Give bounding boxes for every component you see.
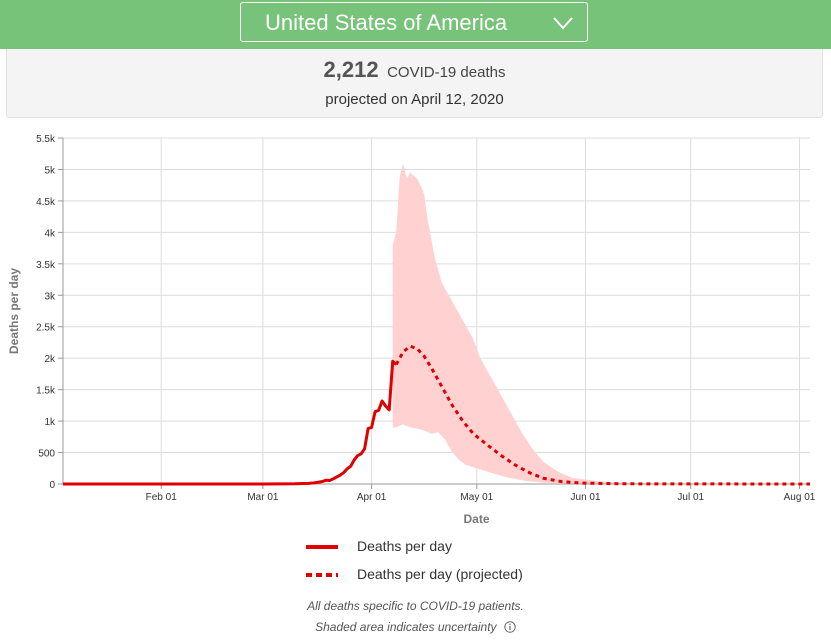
- note-uncertainty-text: Shaded area indicates uncertainty: [315, 620, 497, 634]
- y-tick-label: 2k: [44, 354, 56, 365]
- series-line-projected: [394, 344, 811, 486]
- y-tick-label: 4k: [44, 228, 56, 239]
- death-count-unit: COVID-19 deaths: [387, 64, 506, 81]
- chevron-down-icon: [553, 17, 573, 30]
- deaths-chart: 0 500 1k 1.5k 2k 2.5k 3k 3.5k 4k 4.5k 5k 5.5k Feb 01…: [7, 134, 816, 526]
- summary-box: 2,212 COVID-19 deaths projected on April…: [6, 49, 823, 118]
- x-tick-label: Mar 01: [247, 492, 279, 503]
- y-axis-title: Deaths per day: [7, 268, 21, 354]
- legend-dashed-line-swatch: [306, 573, 338, 577]
- x-tick-label: Jun 01: [571, 492, 601, 503]
- y-tick-label: 3k: [44, 291, 56, 302]
- note-line-2: Shaded area indicates uncertainty: [0, 620, 831, 634]
- y-tick-label: 2.5k: [36, 323, 56, 334]
- y-tick-label: 4.5k: [36, 197, 56, 208]
- country-dropdown-label: United States of America: [265, 10, 508, 35]
- death-count: 2,212: [323, 57, 379, 82]
- country-dropdown[interactable]: United States of America: [240, 2, 588, 42]
- projection-date: projected on April 12, 2020: [325, 91, 504, 108]
- y-tick-label: 5.5k: [36, 134, 56, 145]
- x-tick-label: Aug 01: [784, 492, 816, 503]
- x-tick-label: Apr 01: [357, 492, 387, 503]
- y-tick-label: 5k: [44, 165, 56, 176]
- top-bar: United States of America: [0, 0, 831, 49]
- chart-container: 0 500 1k 1.5k 2k 2.5k 3k 3.5k 4k 4.5k 5k 5.5k Feb 01…: [0, 125, 831, 535]
- uncertainty-band: [392, 163, 810, 484]
- x-tick-label: May 01: [460, 492, 493, 503]
- x-tick-label: Feb 01: [146, 492, 178, 503]
- legend-item-actual[interactable]: Deaths per day: [306, 538, 606, 558]
- y-tick-label: 0: [49, 480, 55, 491]
- y-tick-label: 1.5k: [36, 386, 56, 397]
- legend-solid-line-swatch: [306, 545, 338, 549]
- legend-label-projected: Deaths per day (projected): [357, 566, 523, 582]
- legend-label-actual: Deaths per day: [357, 538, 452, 554]
- series-line-actual: [63, 359, 398, 486]
- y-tick-label: 1k: [44, 417, 56, 428]
- x-axis-title: Date: [463, 512, 489, 526]
- note-line-1: All deaths specific to COVID-19 patients…: [307, 599, 524, 613]
- chart-legend: Deaths per day Deaths per day (projected…: [306, 538, 606, 588]
- y-tick-label: 3.5k: [36, 260, 56, 271]
- x-tick-label: Jul 01: [677, 492, 704, 503]
- y-tick-label: 500: [38, 449, 55, 460]
- summary-headline: 2,212 COVID-19 deaths: [7, 57, 822, 83]
- info-icon[interactable]: [504, 621, 516, 633]
- legend-item-projected[interactable]: Deaths per day (projected): [306, 566, 606, 586]
